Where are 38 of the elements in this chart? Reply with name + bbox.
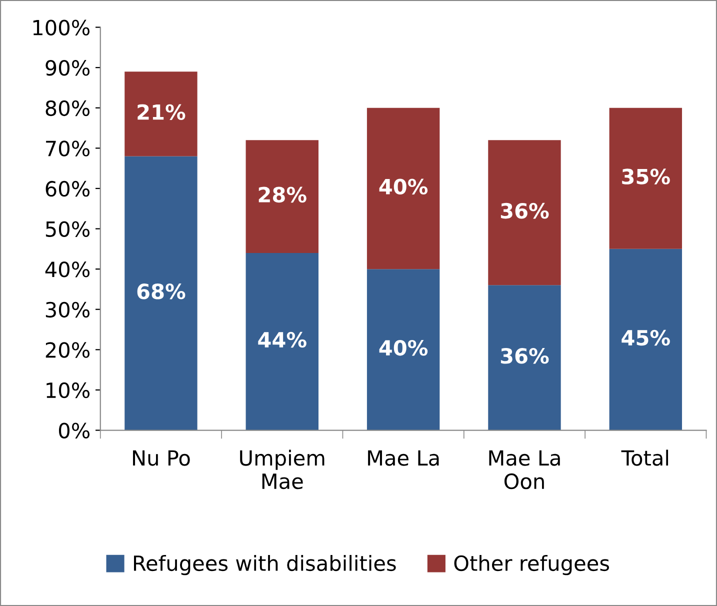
y-tick-label: 0% (58, 422, 90, 438)
x-tick-label: Umpiem Mae (240, 450, 324, 490)
y-tick-label: 40% (45, 262, 90, 278)
y-tick-label: 10% (46, 382, 90, 398)
bar (246, 140, 318, 253)
data-label: 36% (500, 202, 549, 219)
bar (609, 248, 682, 430)
y-tick-label: 30% (46, 302, 90, 318)
bar (246, 252, 318, 430)
data-label: 44% (258, 332, 306, 348)
x-tick-label: Nu Po (133, 450, 190, 466)
bar (488, 140, 561, 286)
y-tick-label: 100% (33, 20, 90, 36)
y-tick-label: 80% (46, 100, 90, 116)
y-tick-label: 90% (46, 60, 90, 76)
legend-label: Refugees with disabilities (134, 554, 396, 576)
y-tick-label: 70% (46, 140, 90, 156)
y-tick-label: 50% (46, 221, 90, 237)
y-tick-label: 20% (46, 342, 90, 358)
bar (124, 156, 198, 430)
bar (488, 285, 561, 430)
x-tick-label: Mae La (368, 450, 439, 466)
data-label: 21% (138, 104, 186, 120)
data-label: 45% (622, 330, 670, 346)
data-label: 36% (500, 348, 549, 364)
data-label: 68% (137, 284, 186, 300)
data-label: 40% (379, 340, 428, 356)
data-label: 40% (379, 178, 428, 195)
x-tick-label: Total (621, 450, 668, 466)
legend-label: Other refugees (454, 554, 610, 576)
bar (609, 108, 682, 249)
y-tick-label: 60% (46, 180, 90, 197)
data-label: 35% (622, 168, 670, 184)
bar (366, 108, 440, 270)
bar (366, 269, 440, 430)
data-label: 28% (258, 186, 306, 203)
bar (124, 72, 198, 156)
x-tick-label: Mae La Oon (489, 450, 560, 490)
